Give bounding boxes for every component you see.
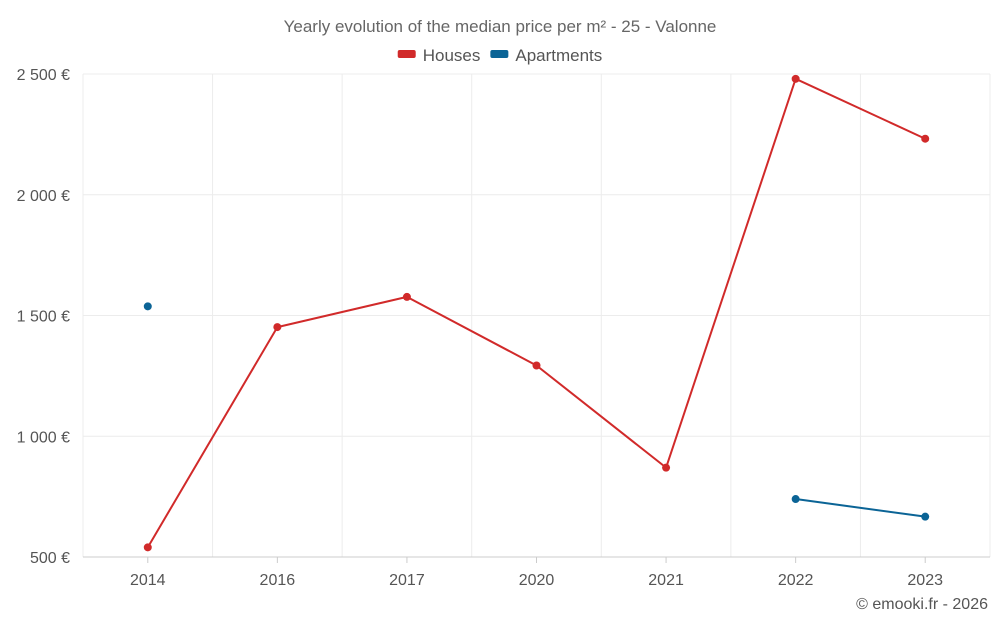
x-tick-label: 2014 bbox=[130, 572, 166, 589]
y-tick-label: 2 500 € bbox=[17, 67, 70, 84]
houses-data-point[interactable] bbox=[662, 463, 671, 472]
y-tick-label: 500 € bbox=[30, 550, 70, 567]
legend[interactable]: Houses Apartments bbox=[397, 46, 603, 65]
houses-data-point[interactable] bbox=[532, 361, 541, 370]
grid bbox=[82, 73, 991, 558]
legend-item-apartments[interactable]: Apartments bbox=[490, 46, 602, 65]
series-layer bbox=[143, 74, 930, 552]
x-axis: 2014 2016 2017 2020 2021 2022 2023 bbox=[130, 557, 943, 589]
houses-data-point[interactable] bbox=[921, 134, 930, 143]
y-tick-label: 1 500 € bbox=[17, 309, 70, 326]
x-tick-label: 2021 bbox=[648, 572, 684, 589]
apartments-data-point[interactable] bbox=[921, 512, 930, 521]
y-tick-label: 1 000 € bbox=[17, 429, 70, 446]
y-tick-label: 2 000 € bbox=[17, 188, 70, 205]
houses-data-point[interactable] bbox=[143, 543, 152, 552]
houses-data-point[interactable] bbox=[273, 323, 282, 332]
apartments-data-point[interactable] bbox=[143, 302, 152, 311]
apartments-series-line bbox=[795, 498, 926, 518]
x-tick-label: 2023 bbox=[907, 572, 943, 589]
x-tick-label: 2017 bbox=[389, 572, 425, 589]
legend-label: Houses bbox=[423, 46, 481, 65]
houses-data-point[interactable] bbox=[791, 74, 800, 83]
apartments-data-point[interactable] bbox=[791, 495, 800, 504]
x-tick-label: 2020 bbox=[519, 572, 555, 589]
houses-data-point[interactable] bbox=[402, 292, 411, 301]
x-tick-label: 2016 bbox=[260, 572, 296, 589]
x-tick-label: 2022 bbox=[778, 572, 814, 589]
legend-item-houses[interactable]: Houses bbox=[397, 46, 481, 65]
y-axis: 500 € 1 000 € 1 500 € 2 000 € 2 500 € bbox=[17, 67, 70, 567]
legend-swatch bbox=[490, 50, 509, 58]
chart-title: Yearly evolution of the median price per… bbox=[284, 17, 717, 36]
legend-swatch bbox=[397, 50, 416, 58]
legend-label: Apartments bbox=[515, 46, 602, 65]
credit-text: © emooki.fr - 2026 bbox=[856, 596, 988, 613]
houses-series-line bbox=[146, 77, 926, 548]
